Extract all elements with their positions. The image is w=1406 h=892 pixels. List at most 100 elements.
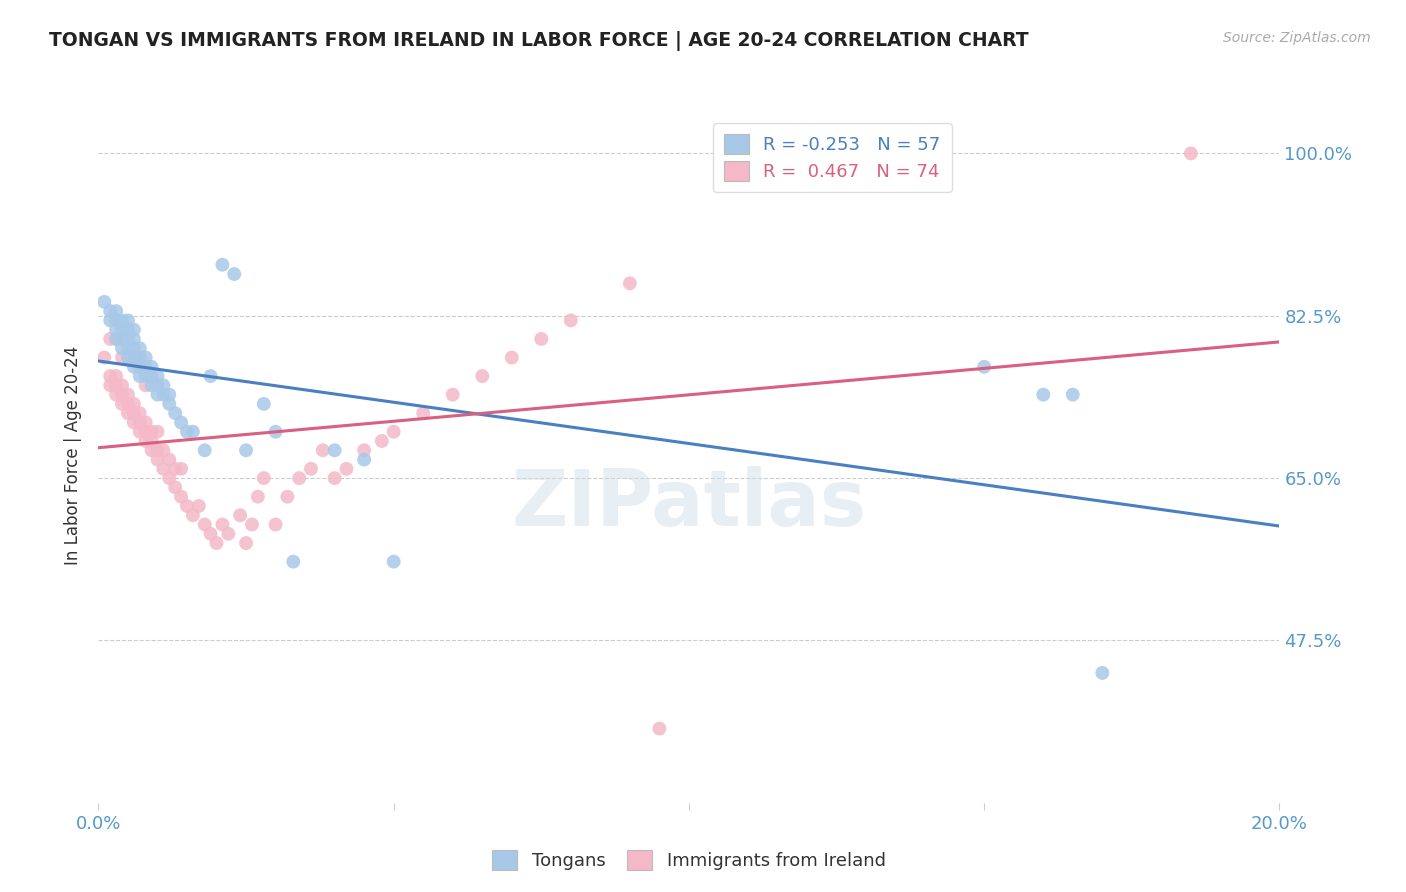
Point xyxy=(246,490,269,504)
Point xyxy=(648,722,671,736)
Point xyxy=(323,471,346,485)
Point xyxy=(105,378,128,392)
Point xyxy=(253,471,276,485)
Point xyxy=(382,425,405,439)
Point xyxy=(111,387,134,401)
Point xyxy=(240,517,263,532)
Point xyxy=(122,416,145,430)
Point xyxy=(176,499,198,513)
Point xyxy=(619,277,641,291)
Point xyxy=(501,351,523,365)
Point xyxy=(117,323,139,337)
Point xyxy=(105,323,128,337)
Point xyxy=(98,313,121,327)
Point xyxy=(194,443,217,458)
Point xyxy=(181,425,204,439)
Point xyxy=(157,387,180,401)
Point xyxy=(128,351,150,365)
Point xyxy=(152,443,174,458)
Point xyxy=(105,332,128,346)
Text: Source: ZipAtlas.com: Source: ZipAtlas.com xyxy=(1223,31,1371,45)
Point xyxy=(98,369,121,384)
Point xyxy=(122,341,145,355)
Point xyxy=(117,406,139,420)
Point xyxy=(146,452,169,467)
Point xyxy=(141,443,163,458)
Point xyxy=(93,351,115,365)
Point xyxy=(157,397,180,411)
Point xyxy=(111,313,134,327)
Point xyxy=(229,508,252,523)
Point xyxy=(200,526,222,541)
Point xyxy=(235,443,257,458)
Point xyxy=(146,369,169,384)
Point xyxy=(111,323,134,337)
Point xyxy=(117,397,139,411)
Point xyxy=(353,452,375,467)
Point xyxy=(93,294,115,309)
Point xyxy=(323,443,346,458)
Point xyxy=(141,378,163,392)
Point xyxy=(111,378,134,392)
Point xyxy=(122,397,145,411)
Point xyxy=(165,480,187,494)
Point xyxy=(157,471,180,485)
Point xyxy=(146,387,169,401)
Point xyxy=(353,443,375,458)
Point xyxy=(471,369,494,384)
Point xyxy=(530,332,553,346)
Point xyxy=(382,555,405,569)
Point xyxy=(283,555,305,569)
Point xyxy=(135,434,157,448)
Point xyxy=(105,313,128,327)
Point xyxy=(1180,146,1202,161)
Y-axis label: In Labor Force | Age 20-24: In Labor Force | Age 20-24 xyxy=(65,345,83,565)
Point xyxy=(128,369,150,384)
Point xyxy=(973,359,995,374)
Point xyxy=(181,508,204,523)
Point xyxy=(122,332,145,346)
Point xyxy=(205,536,228,550)
Point xyxy=(211,258,233,272)
Point xyxy=(135,369,157,384)
Point xyxy=(152,387,174,401)
Point xyxy=(1032,387,1054,401)
Point xyxy=(141,359,163,374)
Point xyxy=(111,341,134,355)
Point xyxy=(122,406,145,420)
Point xyxy=(170,462,193,476)
Point xyxy=(111,397,134,411)
Point xyxy=(165,462,187,476)
Point xyxy=(122,323,145,337)
Point xyxy=(152,378,174,392)
Point xyxy=(276,490,298,504)
Point xyxy=(264,425,287,439)
Point xyxy=(146,443,169,458)
Text: ZIPatlas: ZIPatlas xyxy=(512,466,866,541)
Point xyxy=(122,351,145,365)
Text: TONGAN VS IMMIGRANTS FROM IRELAND IN LABOR FORCE | AGE 20-24 CORRELATION CHART: TONGAN VS IMMIGRANTS FROM IRELAND IN LAB… xyxy=(49,31,1029,51)
Point xyxy=(135,359,157,374)
Point xyxy=(152,462,174,476)
Point xyxy=(264,517,287,532)
Point xyxy=(1062,387,1084,401)
Point xyxy=(111,332,134,346)
Point xyxy=(135,416,157,430)
Point xyxy=(141,434,163,448)
Point xyxy=(211,517,233,532)
Point xyxy=(128,351,150,365)
Point xyxy=(128,425,150,439)
Point xyxy=(176,425,198,439)
Point xyxy=(111,351,134,365)
Point xyxy=(235,536,257,550)
Point xyxy=(135,351,157,365)
Point xyxy=(560,313,582,327)
Point xyxy=(105,387,128,401)
Point xyxy=(122,351,145,365)
Point xyxy=(105,369,128,384)
Point xyxy=(288,471,311,485)
Point xyxy=(135,378,157,392)
Point xyxy=(117,387,139,401)
Point xyxy=(117,341,139,355)
Point xyxy=(194,517,217,532)
